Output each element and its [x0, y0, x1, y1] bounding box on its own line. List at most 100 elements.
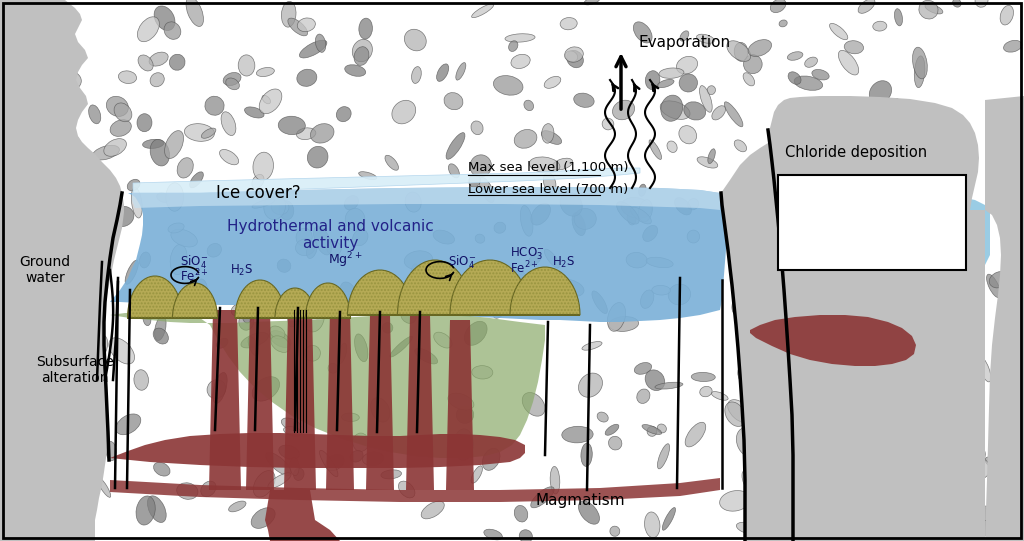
Ellipse shape [896, 379, 910, 388]
Ellipse shape [311, 299, 326, 319]
Ellipse shape [986, 274, 1000, 298]
Ellipse shape [296, 239, 315, 256]
Ellipse shape [685, 423, 706, 447]
Ellipse shape [883, 159, 900, 181]
Ellipse shape [900, 444, 918, 464]
Ellipse shape [0, 123, 10, 149]
Ellipse shape [390, 337, 413, 357]
Text: $\mathrm{H_2S}$: $\mathrm{H_2S}$ [552, 254, 575, 269]
Ellipse shape [271, 336, 290, 352]
Text: $\mathrm{H_2S}$: $\mathrm{H_2S}$ [230, 262, 254, 278]
Ellipse shape [660, 101, 690, 120]
Ellipse shape [626, 252, 647, 268]
Ellipse shape [406, 192, 421, 212]
Text: $\mathrm{HCO_3^{-}}$: $\mathrm{HCO_3^{-}}$ [510, 246, 545, 262]
Ellipse shape [205, 96, 224, 115]
Ellipse shape [65, 478, 73, 496]
Ellipse shape [775, 503, 788, 522]
Ellipse shape [712, 105, 726, 120]
Ellipse shape [1000, 523, 1017, 540]
Ellipse shape [627, 212, 636, 225]
Ellipse shape [734, 140, 746, 152]
Ellipse shape [297, 128, 315, 140]
Ellipse shape [841, 309, 868, 324]
Ellipse shape [253, 471, 275, 497]
Ellipse shape [1000, 147, 1022, 155]
Ellipse shape [544, 173, 556, 193]
Ellipse shape [894, 9, 902, 26]
Ellipse shape [31, 430, 40, 450]
Ellipse shape [584, 0, 600, 5]
Ellipse shape [640, 290, 654, 308]
Ellipse shape [14, 217, 39, 233]
Ellipse shape [0, 204, 11, 222]
Ellipse shape [219, 149, 239, 165]
Ellipse shape [288, 18, 307, 36]
Polygon shape [110, 187, 726, 322]
Ellipse shape [78, 273, 92, 283]
Ellipse shape [560, 192, 583, 216]
Ellipse shape [106, 96, 128, 116]
Ellipse shape [353, 433, 369, 452]
Ellipse shape [213, 372, 227, 404]
Ellipse shape [344, 196, 358, 210]
Ellipse shape [743, 434, 756, 446]
Ellipse shape [239, 313, 254, 330]
Ellipse shape [278, 259, 291, 272]
Ellipse shape [679, 74, 697, 92]
Ellipse shape [765, 222, 776, 235]
Ellipse shape [404, 29, 426, 51]
Ellipse shape [878, 105, 888, 113]
Ellipse shape [177, 157, 194, 178]
Ellipse shape [906, 359, 915, 371]
Ellipse shape [872, 21, 887, 31]
Ellipse shape [995, 522, 1013, 538]
Ellipse shape [288, 300, 301, 327]
Ellipse shape [530, 487, 554, 508]
Ellipse shape [607, 302, 626, 331]
Ellipse shape [858, 433, 871, 452]
Ellipse shape [994, 513, 1018, 525]
Ellipse shape [978, 506, 992, 520]
Ellipse shape [514, 129, 537, 148]
Ellipse shape [299, 40, 327, 58]
Ellipse shape [74, 398, 100, 417]
Ellipse shape [424, 291, 450, 309]
Ellipse shape [228, 501, 246, 512]
Ellipse shape [844, 41, 863, 54]
Ellipse shape [444, 93, 463, 110]
Text: Magmatism: Magmatism [536, 492, 625, 507]
Ellipse shape [645, 71, 659, 89]
Ellipse shape [934, 345, 959, 372]
Ellipse shape [809, 449, 826, 479]
Ellipse shape [812, 69, 829, 80]
Ellipse shape [89, 105, 100, 124]
Ellipse shape [884, 524, 914, 533]
Ellipse shape [564, 47, 584, 62]
Ellipse shape [34, 393, 51, 408]
Ellipse shape [805, 57, 817, 67]
Ellipse shape [92, 146, 120, 160]
Ellipse shape [862, 383, 880, 401]
Ellipse shape [81, 291, 100, 306]
Ellipse shape [847, 413, 867, 433]
Ellipse shape [788, 241, 804, 267]
Ellipse shape [657, 444, 670, 469]
Ellipse shape [582, 341, 602, 350]
Ellipse shape [660, 95, 683, 121]
Ellipse shape [634, 22, 652, 43]
Ellipse shape [639, 200, 652, 222]
Ellipse shape [271, 200, 289, 215]
Ellipse shape [574, 208, 596, 229]
Ellipse shape [111, 120, 131, 136]
Ellipse shape [151, 140, 169, 166]
Ellipse shape [336, 107, 351, 122]
Ellipse shape [997, 117, 1010, 148]
Ellipse shape [749, 39, 771, 56]
Ellipse shape [815, 323, 823, 333]
Ellipse shape [725, 402, 745, 426]
Ellipse shape [306, 241, 317, 259]
Ellipse shape [750, 507, 770, 522]
Ellipse shape [554, 279, 584, 297]
Polygon shape [406, 315, 434, 490]
